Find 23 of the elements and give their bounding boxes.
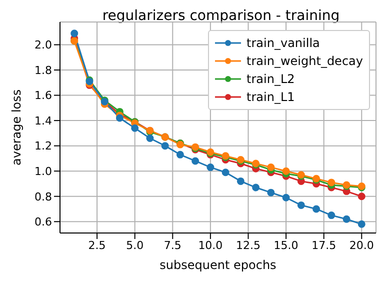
x-tick-label: 10.0 xyxy=(198,238,223,252)
legend-label: train_L1 xyxy=(246,89,295,106)
x-tick-label: 7.5 xyxy=(164,238,182,252)
y-axis-title: average loss xyxy=(9,89,24,166)
y-tick-label: 2.0 xyxy=(34,38,52,52)
x-axis-title: subsequent epochs xyxy=(160,258,276,272)
x-tick-label: 5.0 xyxy=(126,238,144,252)
y-tick-label: 1.8 xyxy=(34,64,52,77)
legend-label: train_vanilla xyxy=(246,35,320,52)
x-tick-label: 2.5 xyxy=(88,238,106,252)
legend-label: train_L2 xyxy=(246,71,295,88)
x-tick-label: 17.5 xyxy=(312,238,336,252)
legend-label: train_weight_decay xyxy=(246,53,363,70)
y-tick-label: 1.2 xyxy=(34,140,52,153)
x-tick-label: 12.5 xyxy=(236,238,260,252)
y-tick-label: 1.6 xyxy=(34,89,52,102)
x-tick-label: 20.0 xyxy=(349,238,374,252)
y-tick-label: 0.6 xyxy=(34,216,52,229)
y-tick-label: 1.4 xyxy=(34,114,52,128)
y-tick-label: 0.8 xyxy=(34,190,52,204)
chart-title: regularizers comparison - training xyxy=(101,8,341,24)
x-tick-label: 15.0 xyxy=(274,238,298,252)
y-tick-label: 1.0 xyxy=(34,164,52,178)
